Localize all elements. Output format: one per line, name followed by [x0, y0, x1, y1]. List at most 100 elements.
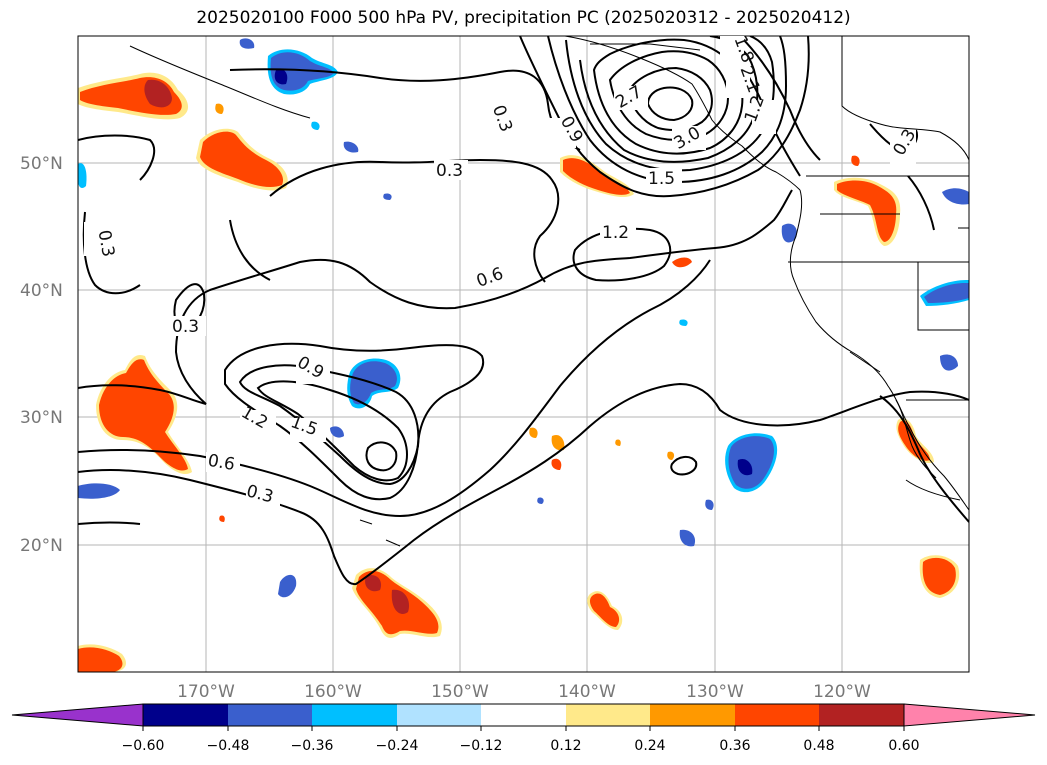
precip-neg-small-2: [343, 141, 359, 153]
contour-label: 0.6: [206, 451, 236, 475]
precip-neg-small-1: [239, 38, 255, 49]
colorbar-swatch: [819, 704, 904, 726]
map-area: [78, 36, 969, 672]
colorbar-extend-low: [11, 703, 144, 727]
contour-label: 1.2: [602, 223, 629, 243]
pv-contour-0.3-mid: [269, 158, 560, 283]
pv-contour-3.0: [646, 86, 694, 122]
pv-contour-0.3-small: [670, 456, 698, 476]
pv-contour-0.3-west: [78, 189, 793, 405]
precip-neg-small-5: [78, 483, 120, 499]
precip-blob-tiny-7: [667, 451, 675, 460]
colorbar-tick: −0.12: [460, 738, 503, 754]
contour-label: 0.3: [436, 161, 463, 181]
precip-blob-tiny-3: [551, 458, 562, 470]
precip-neg-california: [920, 280, 969, 306]
map-title: 2025020100 F000 500 hPa PV, precipitatio…: [196, 8, 851, 28]
precip-neg-small-14: [383, 193, 392, 200]
precip-positive-areas: [78, 72, 960, 672]
colorbar-swatch: [397, 704, 481, 726]
precip-neg-small-7: [278, 574, 297, 598]
map-frame: [77, 35, 970, 673]
pv-contour-1.5-ne: [739, 36, 821, 161]
precip-neg-small-13: [537, 497, 544, 504]
precip-blob-pnw-coast: [560, 155, 634, 198]
pv-contour-2.4: [608, 50, 730, 141]
pv-contour-1.5-north: [565, 36, 775, 172]
pv-contours: [78, 36, 969, 586]
contour-label: 0.3: [94, 228, 118, 258]
pv-contour-1.5: [256, 380, 408, 482]
colorbar-extend-high: [903, 703, 1036, 727]
precip-neg-east-pacific: [725, 433, 778, 493]
colorbar-swatch: [650, 704, 735, 726]
colorbar-swatch: [228, 704, 312, 726]
precip-neg-small-11: [78, 163, 87, 188]
lat-label: 40°N: [20, 281, 63, 301]
lon-label: 150°W: [431, 682, 489, 702]
pv-contour-0.3-se: [879, 395, 969, 523]
pv-contour-2.7: [626, 66, 713, 131]
pv-contour-0.3-nw: [78, 134, 156, 181]
lon-label: 160°W: [304, 682, 362, 702]
colorbar-tick: −0.48: [207, 738, 250, 754]
pv-contour-0.6: [78, 259, 711, 518]
colorbar-swatch: [735, 704, 819, 726]
precip-blob-tiny-6: [215, 103, 224, 114]
contour-label: 1.5: [648, 169, 675, 189]
precip-neg-small-12: [705, 499, 714, 510]
pv-contour-0.3-south: [78, 382, 969, 586]
contour-label-group: 0.3 0.3 0.3 0.3 0.3 0.3 0.6 0.6 0.9 0.9 …: [84, 33, 920, 508]
precip-blob-tiny-1: [672, 257, 692, 268]
precip-blob-tiny-8: [615, 439, 621, 446]
pv-contour-1.8-inner: [365, 441, 398, 472]
contour-label: 0.3: [172, 317, 199, 337]
precip-blob-mexico: [919, 555, 960, 598]
precip-neg-small-6: [679, 529, 696, 547]
colorbar-tick: 0.36: [719, 738, 750, 754]
precip-blob-small-1: [587, 591, 623, 630]
colorbar-tick: −0.36: [291, 738, 334, 754]
colorbar-swatch: [143, 704, 228, 726]
longitude-labels: 170°W 160°W 150°W 140°W 130°W 120°W: [177, 682, 871, 702]
pv-contour-0.3-left: [82, 211, 141, 295]
lon-label: 120°W: [813, 682, 871, 702]
latitude-labels: 50°N 40°N 30°N 20°N: [20, 154, 63, 556]
precip-neg-small-15: [679, 319, 688, 326]
colorbar: −0.60 −0.48 −0.36 −0.24 −0.12 0.12 0.24 …: [11, 703, 1036, 754]
pv-contour-1.2-north: [547, 36, 788, 184]
precip-neg-small-10: [781, 223, 797, 243]
pv-contour-0.3-north: [229, 68, 581, 151]
precip-blob-tiny-4: [529, 427, 538, 438]
precip-neg-small-4: [330, 426, 344, 438]
pv-contour-0.3-sw: [78, 521, 141, 525]
lon-label: 170°W: [177, 682, 235, 702]
precip-neg-small-9: [942, 188, 969, 205]
precip-blob-south: [352, 568, 442, 638]
colorbar-tick: −0.60: [122, 738, 165, 754]
pv-contour-0.3-arc: [229, 219, 271, 281]
precip-neg-north-pacific: [267, 49, 338, 95]
colorbar-tick: −0.24: [376, 738, 419, 754]
colorbar-swatch: [566, 704, 650, 726]
colorbar-swatch: [312, 704, 397, 726]
precip-blob-small-2: [78, 644, 126, 672]
lon-label: 130°W: [686, 682, 744, 702]
pv-contour-0.3-east: [907, 175, 935, 231]
precip-neg-small-8: [940, 354, 958, 371]
lat-label: 50°N: [20, 154, 63, 174]
precip-blob-aleutian: [196, 128, 288, 191]
colorbar-tick: 0.48: [803, 738, 834, 754]
colorbar-tick: 0.12: [550, 738, 581, 754]
colorbar-tick: 0.60: [888, 738, 919, 754]
lat-label: 30°N: [20, 408, 63, 428]
pv-contour-0.9: [224, 342, 485, 501]
precip-blob-tiny-9: [219, 515, 225, 522]
colorbar-swatch: [481, 704, 566, 726]
colorbar-tick: 0.24: [634, 738, 665, 754]
precip-blob-idaho: [834, 177, 901, 246]
precip-blob-tiny-2: [551, 434, 565, 451]
pv-contour-1.8-north: [579, 36, 759, 163]
precip-blob-gulf-alaska: [78, 72, 189, 120]
